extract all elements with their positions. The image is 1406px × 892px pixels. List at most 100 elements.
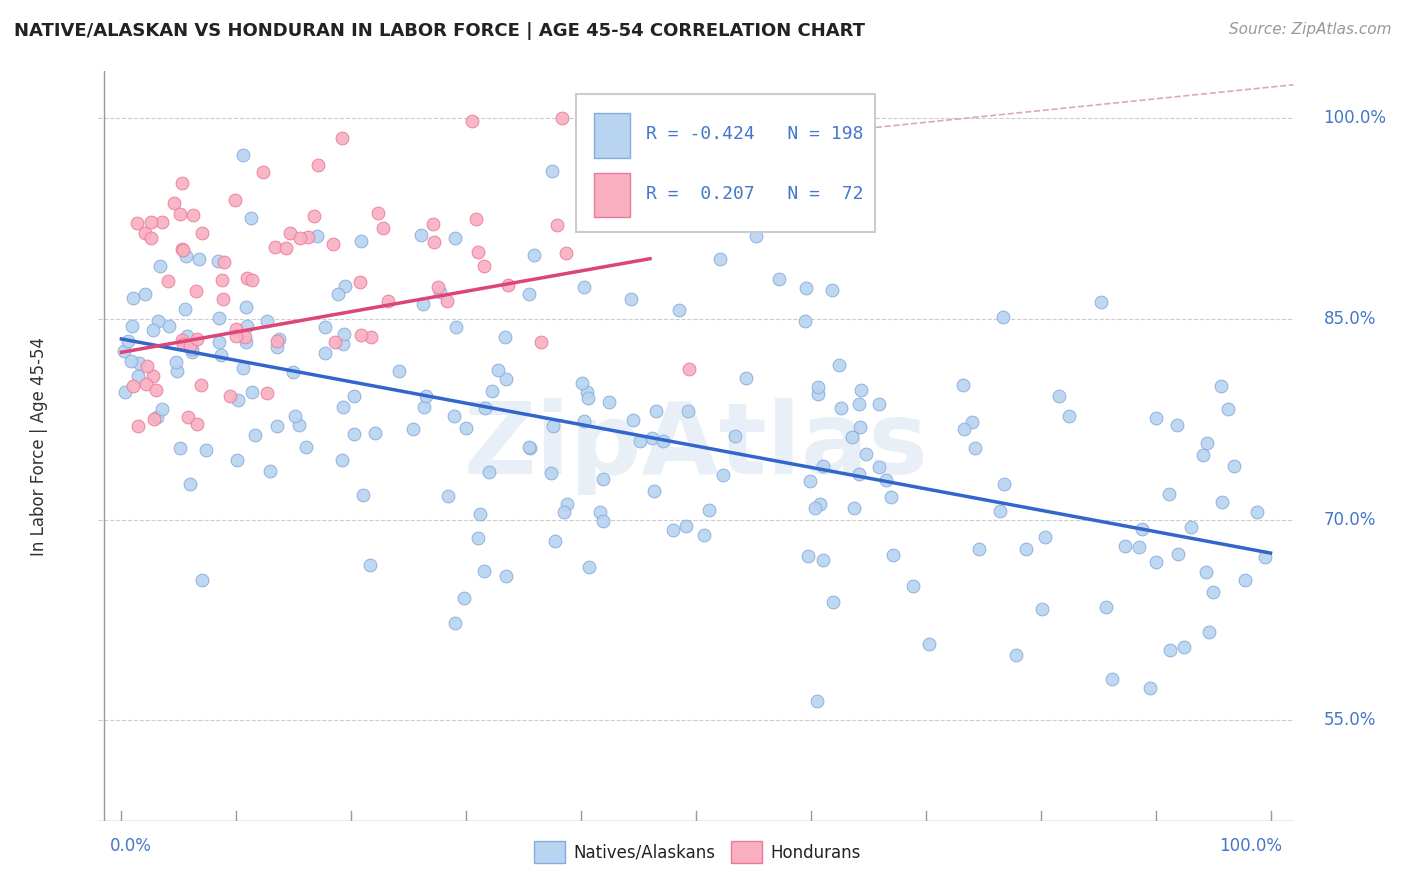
Point	[517, 287, 540, 301]
Point	[146, 409, 169, 424]
Point	[281, 365, 304, 379]
Point	[240, 211, 263, 225]
Point	[446, 320, 468, 334]
Point	[692, 528, 714, 542]
Point	[214, 255, 236, 269]
Point	[211, 292, 233, 306]
Point	[207, 254, 229, 268]
Text: 0.0%: 0.0%	[110, 837, 152, 855]
Text: Hondurans: Hondurans	[770, 844, 860, 862]
Point	[427, 280, 450, 294]
Point	[367, 206, 389, 220]
Point	[112, 343, 135, 358]
Point	[572, 280, 595, 294]
Point	[623, 413, 645, 427]
Point	[413, 400, 436, 414]
Point	[969, 542, 991, 557]
Point	[114, 384, 136, 399]
Point	[828, 359, 851, 373]
Text: Source: ZipAtlas.com: Source: ZipAtlas.com	[1229, 22, 1392, 37]
Point	[806, 694, 828, 708]
Point	[145, 383, 167, 397]
Point	[364, 425, 387, 440]
Text: 100.0%: 100.0%	[1219, 837, 1282, 855]
Point	[423, 235, 446, 249]
Point	[184, 284, 207, 298]
Point	[377, 294, 399, 309]
Point	[436, 489, 458, 503]
Point	[121, 319, 143, 334]
Point	[709, 252, 731, 267]
Point	[134, 226, 156, 240]
Point	[179, 477, 201, 491]
Point	[574, 414, 596, 428]
Point	[807, 387, 830, 401]
Point	[162, 196, 184, 211]
Point	[190, 573, 212, 587]
Point	[349, 275, 371, 289]
Point	[808, 497, 831, 511]
Point	[1167, 547, 1189, 561]
Point	[456, 421, 478, 435]
Point	[1130, 522, 1153, 536]
Point	[467, 245, 489, 260]
Point	[266, 340, 288, 354]
Point	[276, 241, 298, 255]
Point	[841, 430, 863, 444]
Point	[139, 231, 162, 245]
Point	[235, 270, 257, 285]
Text: R = -0.424   N = 198: R = -0.424 N = 198	[645, 125, 863, 144]
Point	[1031, 601, 1053, 615]
Point	[360, 330, 382, 344]
Text: In Labor Force | Age 45-54: In Labor Force | Age 45-54	[30, 336, 48, 556]
Point	[211, 273, 233, 287]
Point	[267, 332, 290, 346]
Point	[540, 164, 562, 178]
Point	[402, 422, 425, 436]
Point	[557, 497, 579, 511]
Point	[621, 212, 644, 227]
FancyBboxPatch shape	[595, 112, 630, 158]
Point	[232, 148, 254, 162]
Point	[240, 273, 263, 287]
Point	[359, 558, 381, 573]
Point	[1198, 624, 1220, 639]
Point	[143, 412, 166, 426]
Point	[495, 569, 517, 583]
Point	[768, 272, 790, 286]
Point	[209, 348, 232, 362]
Point	[122, 291, 145, 305]
Point	[181, 344, 204, 359]
Text: NATIVE/ALASKAN VS HONDURAN IN LABOR FORCE | AGE 45-54 CORRELATION CHART: NATIVE/ALASKAN VS HONDURAN IN LABOR FORC…	[14, 22, 865, 40]
Point	[1157, 486, 1180, 500]
Point	[799, 474, 821, 488]
Point	[880, 490, 903, 504]
Point	[517, 440, 540, 454]
Point	[314, 345, 336, 359]
Point	[868, 396, 890, 410]
Point	[662, 523, 685, 537]
Point	[620, 293, 643, 307]
Point	[486, 362, 509, 376]
Point	[1202, 584, 1225, 599]
Point	[120, 354, 142, 368]
Point	[1095, 599, 1118, 614]
Point	[901, 578, 924, 592]
Point	[993, 310, 1015, 324]
Point	[529, 334, 551, 349]
Point	[803, 500, 825, 515]
Point	[128, 356, 150, 370]
Point	[208, 310, 231, 325]
Point	[333, 279, 356, 293]
Point	[165, 355, 187, 369]
Point	[711, 467, 734, 482]
Point	[842, 500, 865, 515]
Point	[228, 393, 250, 408]
Text: 100.0%: 100.0%	[1323, 109, 1386, 128]
Point	[813, 553, 835, 567]
Point	[186, 417, 208, 431]
Point	[555, 246, 578, 260]
Point	[226, 453, 249, 467]
Point	[236, 319, 259, 334]
Point	[121, 378, 143, 392]
